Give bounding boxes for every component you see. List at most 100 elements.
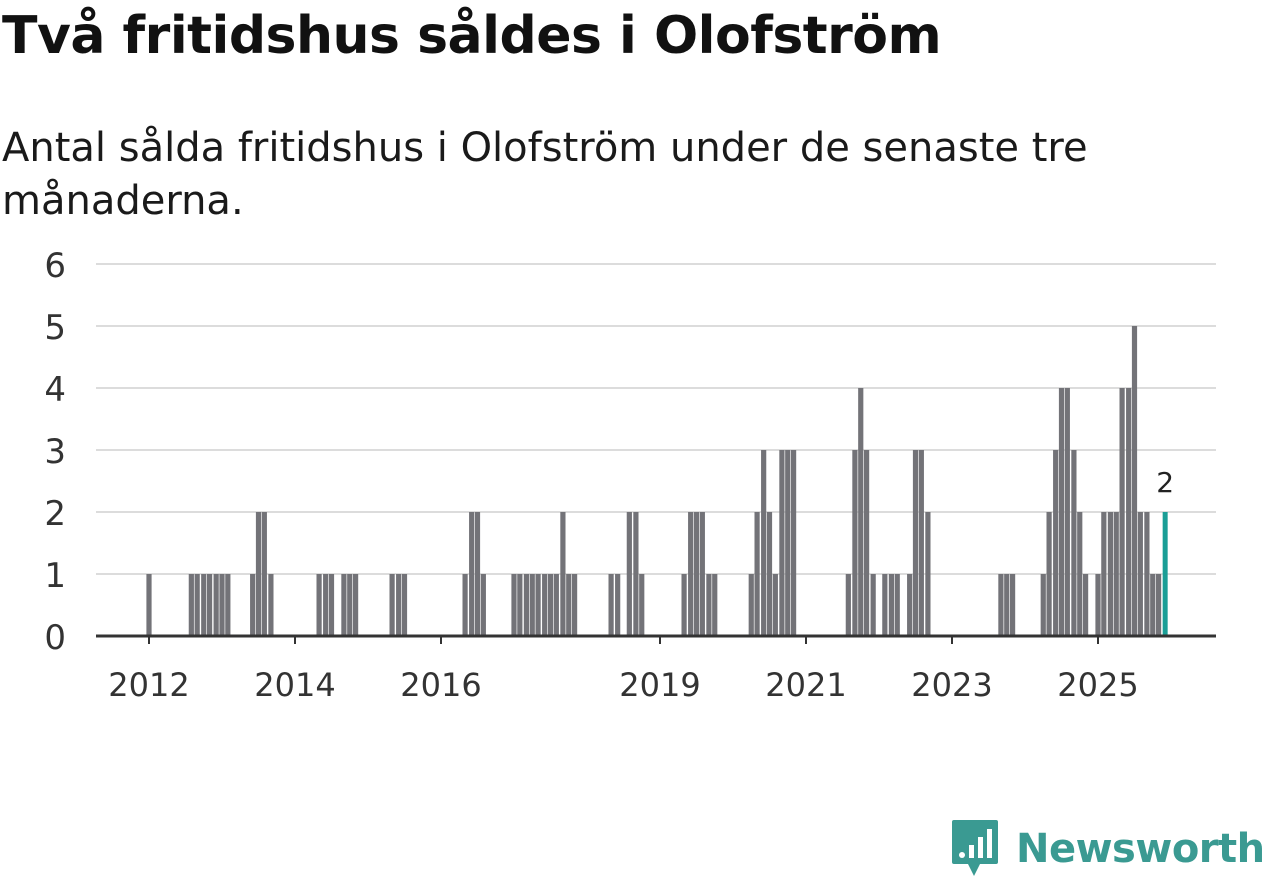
y-tick-label: 6 <box>44 246 66 286</box>
bar <box>790 450 797 636</box>
bar <box>766 512 773 636</box>
bar <box>389 574 395 636</box>
x-tick-label: 2021 <box>765 666 846 704</box>
bar <box>194 574 200 636</box>
bar <box>1126 388 1132 636</box>
bar <box>517 574 523 636</box>
brand-name: Newsworthy <box>1016 826 1262 872</box>
bar <box>888 574 895 636</box>
bar <box>1150 574 1156 636</box>
bar <box>480 574 486 636</box>
y-tick-label: 3 <box>44 432 66 472</box>
bar <box>560 512 566 636</box>
bar <box>925 512 931 636</box>
bar <box>1101 512 1107 636</box>
bar <box>1046 512 1052 636</box>
bar <box>870 574 876 636</box>
bar <box>761 450 767 636</box>
bar <box>1113 512 1119 636</box>
x-axis-ticks: 2012 2014 2016 2019 2021 2023 2025 <box>108 636 1139 704</box>
bar <box>1053 450 1059 636</box>
bar <box>1155 574 1162 636</box>
bar <box>523 574 530 636</box>
x-tick-label: 2012 <box>108 666 189 704</box>
bar <box>250 574 256 636</box>
bar <box>912 450 919 636</box>
bar <box>1071 450 1077 636</box>
bar <box>469 512 475 636</box>
bar <box>213 574 219 636</box>
bar <box>754 512 760 636</box>
brand-logo: Newsworthy <box>950 818 1262 880</box>
bar <box>1131 326 1138 636</box>
y-tick-label: 5 <box>44 308 66 348</box>
highlight-value-label: 2 <box>1156 466 1174 499</box>
bar <box>396 574 402 636</box>
y-axis-ticks: 0 1 2 3 4 5 6 <box>44 246 66 658</box>
bars <box>146 326 1168 636</box>
bar <box>529 574 535 636</box>
bar <box>328 574 335 636</box>
bar <box>693 512 700 636</box>
bar <box>225 574 231 636</box>
bar <box>633 512 639 636</box>
bar <box>882 574 888 636</box>
y-tick-label: 2 <box>44 494 66 534</box>
bar <box>255 512 262 636</box>
bar <box>474 512 481 636</box>
x-tick-label: 2019 <box>619 666 700 704</box>
x-tick-label: 2023 <box>911 666 992 704</box>
bar <box>1082 574 1089 636</box>
bar <box>608 574 614 636</box>
bar <box>712 574 718 636</box>
x-tick-label: 2016 <box>400 666 481 704</box>
bar <box>998 574 1004 636</box>
newsworthy-logo-icon <box>952 820 998 876</box>
bar <box>894 574 900 636</box>
bar-highlight <box>1162 512 1168 636</box>
bar <box>1004 574 1010 636</box>
bar <box>852 450 858 636</box>
bar <box>772 574 778 636</box>
bar <box>553 574 559 636</box>
bar <box>261 512 267 636</box>
bar <box>535 574 541 636</box>
bar <box>316 574 322 636</box>
bar <box>615 574 621 636</box>
bar <box>1095 574 1101 636</box>
x-tick-label: 2014 <box>254 666 335 704</box>
bar <box>626 512 632 636</box>
chart-subtitle: Antal sålda fritidshus i Olofström under… <box>2 125 1088 224</box>
bar <box>1058 388 1065 636</box>
bar <box>688 512 694 636</box>
bar <box>542 574 548 636</box>
bar <box>785 450 791 636</box>
bar <box>268 574 274 636</box>
bar <box>858 388 864 636</box>
y-tick-label: 4 <box>44 370 66 410</box>
bar <box>462 574 468 636</box>
bar <box>779 450 785 636</box>
bar-chart: 0 1 2 3 4 5 6 2012 2014 2016 2019 2021 2023 2025 2 <box>44 246 1216 704</box>
bar <box>323 574 329 636</box>
bar <box>511 574 517 636</box>
bar <box>566 574 572 636</box>
bar <box>1064 388 1070 636</box>
bar <box>1137 512 1143 636</box>
bar <box>146 574 152 636</box>
bar <box>571 574 578 636</box>
bar <box>918 450 924 636</box>
bar <box>639 574 645 636</box>
bar <box>1144 512 1150 636</box>
bar <box>201 574 207 636</box>
bar <box>845 574 851 636</box>
bar <box>748 574 754 636</box>
bar <box>219 574 225 636</box>
bar <box>1119 388 1125 636</box>
bar <box>206 574 213 636</box>
bar <box>1107 512 1114 636</box>
bar <box>401 574 408 636</box>
gridlines <box>96 263 1216 575</box>
bar <box>1040 574 1046 636</box>
bar <box>681 574 687 636</box>
